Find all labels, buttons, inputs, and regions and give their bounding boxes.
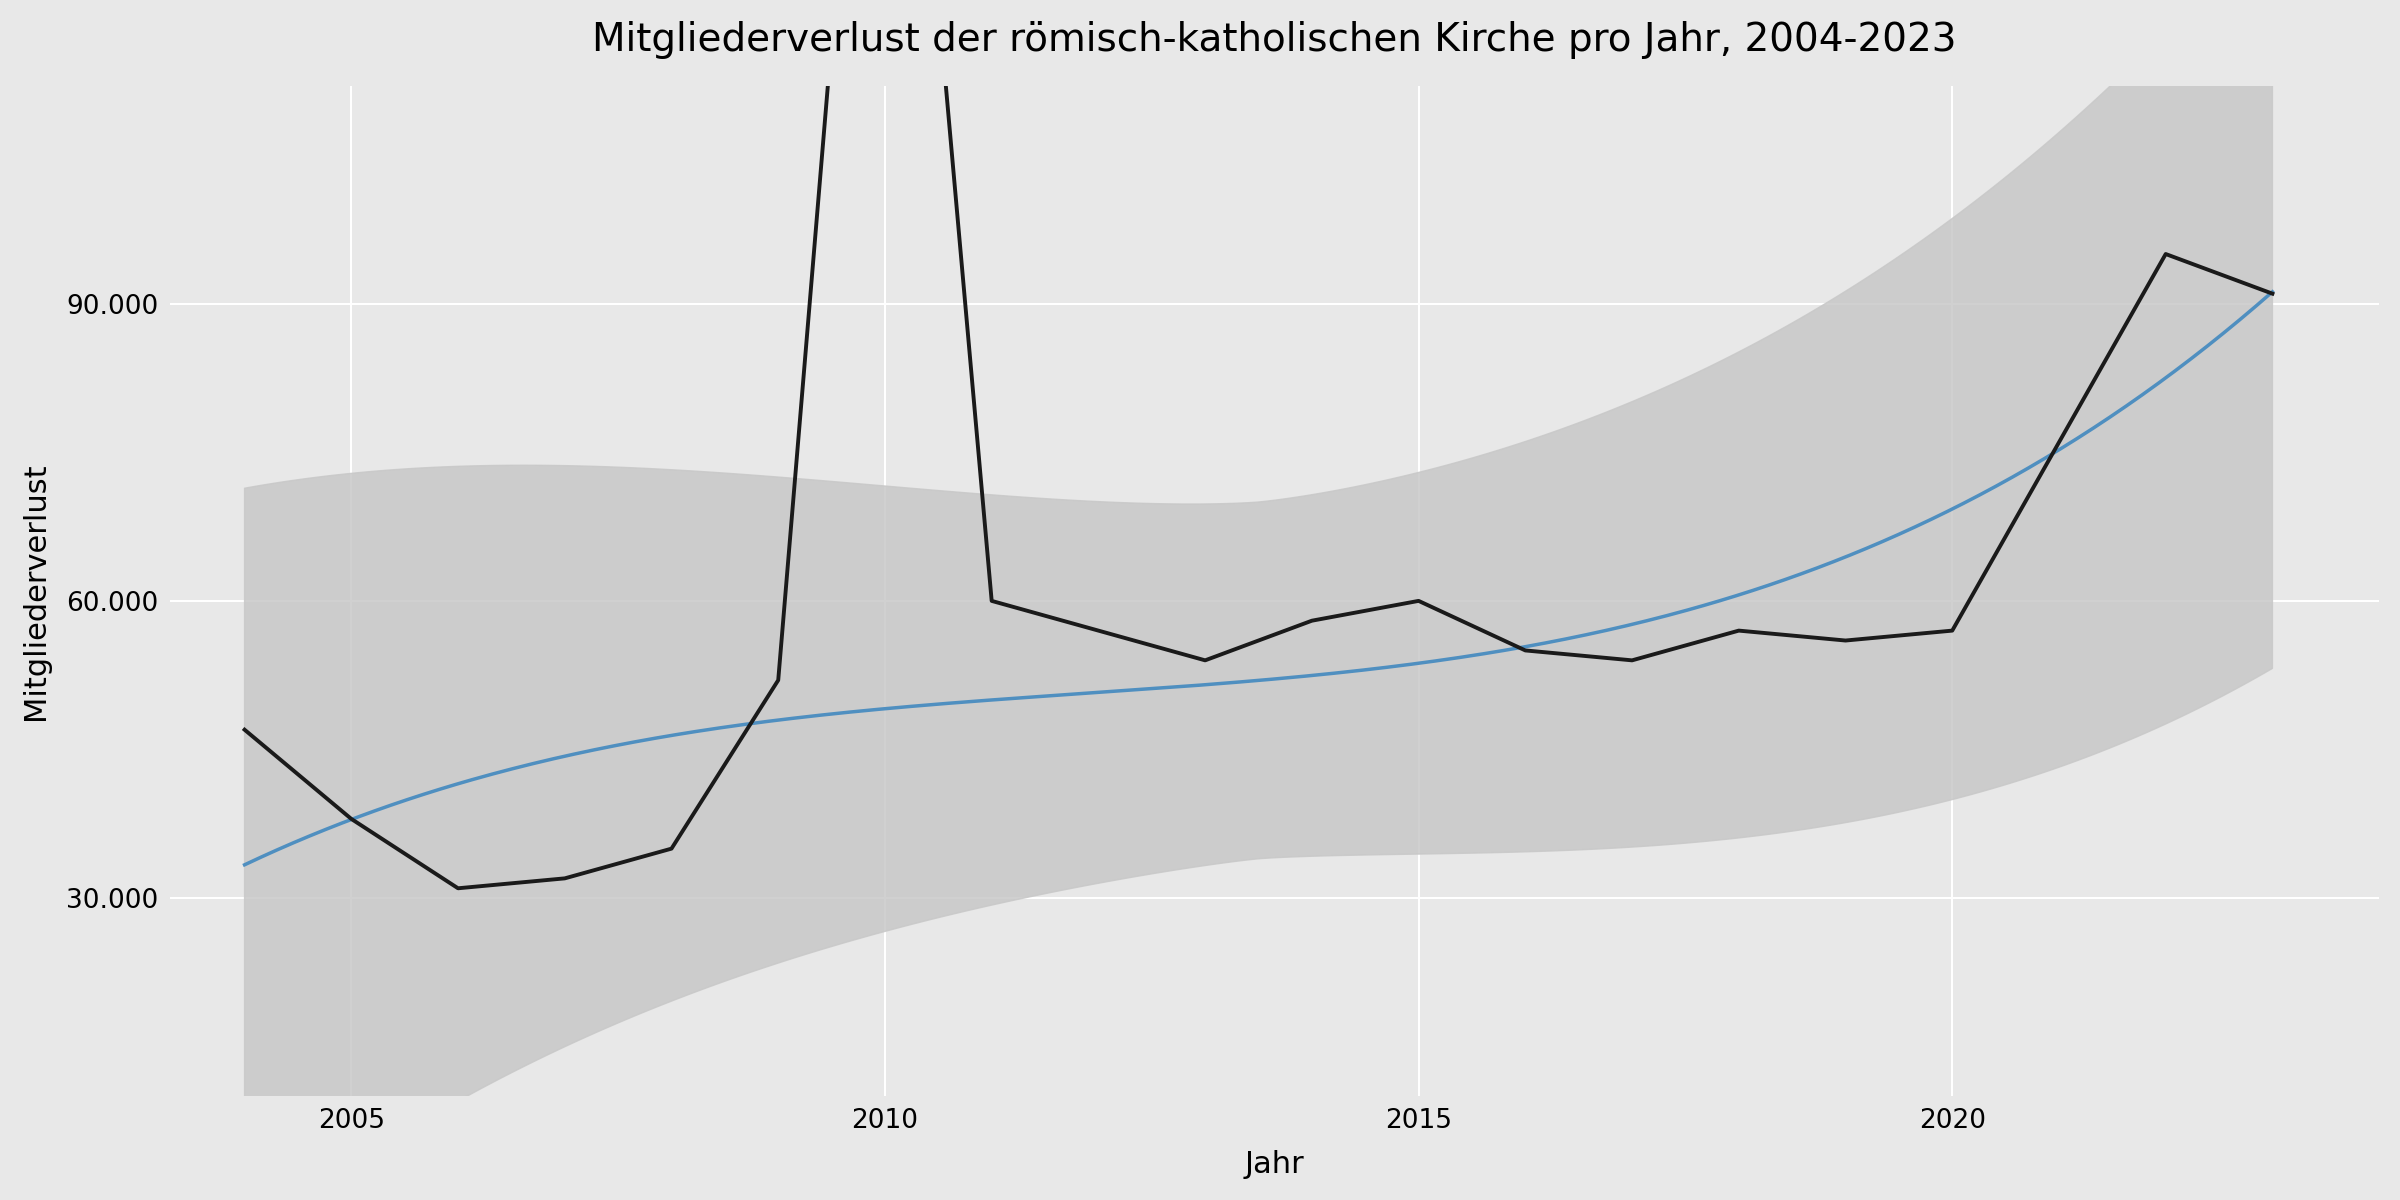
Title: Mitgliederverlust der römisch-katholischen Kirche pro Jahr, 2004-2023: Mitgliederverlust der römisch-katholisch… [593,20,1956,59]
Y-axis label: Mitgliederverlust: Mitgliederverlust [22,462,50,720]
X-axis label: Jahr: Jahr [1246,1150,1303,1180]
